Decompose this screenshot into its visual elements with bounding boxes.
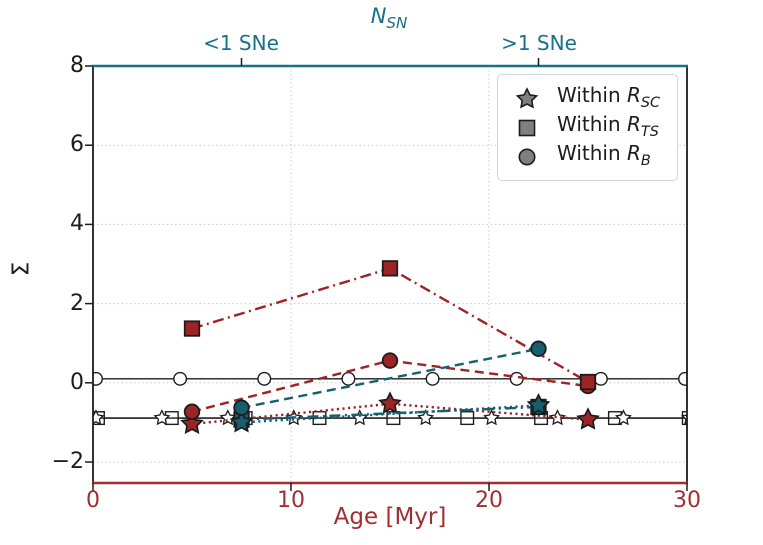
ytick-label-2: 2 xyxy=(70,291,84,316)
ytick-label-neg2: −2 xyxy=(51,449,84,474)
legend-item-within-rsc: Within RSC xyxy=(512,82,677,113)
ytick-label-6: 6 xyxy=(70,132,84,157)
legend-item-within-rts: Within RTS xyxy=(512,111,677,142)
series-maroon-within-rsc xyxy=(180,391,600,435)
spines xyxy=(92,64,688,485)
toptick-label-gt1sne: >1 SNe xyxy=(501,31,577,55)
y-axis-label: Σ xyxy=(8,261,35,277)
top-axis-title: NSN xyxy=(324,4,454,32)
ytick-label-4: 4 xyxy=(70,211,84,236)
series-teal-within-rb xyxy=(233,340,547,416)
legend-label: Within RTS xyxy=(557,111,659,140)
legend: Within RSC Within RTS Within RB xyxy=(497,74,678,181)
xtick-label-10: 10 xyxy=(277,488,305,513)
legend-item-within-rb: Within RB xyxy=(512,140,677,171)
circle-icon xyxy=(518,148,536,165)
gridlines xyxy=(93,66,687,483)
legend-label: Within RB xyxy=(557,140,651,169)
tick-marks xyxy=(85,58,688,491)
star-icon xyxy=(515,86,539,109)
ytick-label-8: 8 xyxy=(70,53,84,78)
legend-label: Within RSC xyxy=(557,82,661,111)
series-maroon-within-rts xyxy=(183,260,597,391)
top-title-main: N xyxy=(370,4,387,28)
x-axis-label: Age [Myr] xyxy=(333,504,447,530)
ytick-label-0: 0 xyxy=(70,370,84,395)
top-title-sub: SN xyxy=(386,14,408,33)
xtick-label-30: 30 xyxy=(673,488,701,513)
toptick-label-lt1sne: <1 SNe xyxy=(203,31,279,55)
series-teal-within-rsc xyxy=(229,392,551,433)
square-icon xyxy=(518,119,536,136)
xtick-label-0: 0 xyxy=(86,488,100,513)
xtick-label-20: 20 xyxy=(475,488,503,513)
series-layer xyxy=(93,260,687,435)
